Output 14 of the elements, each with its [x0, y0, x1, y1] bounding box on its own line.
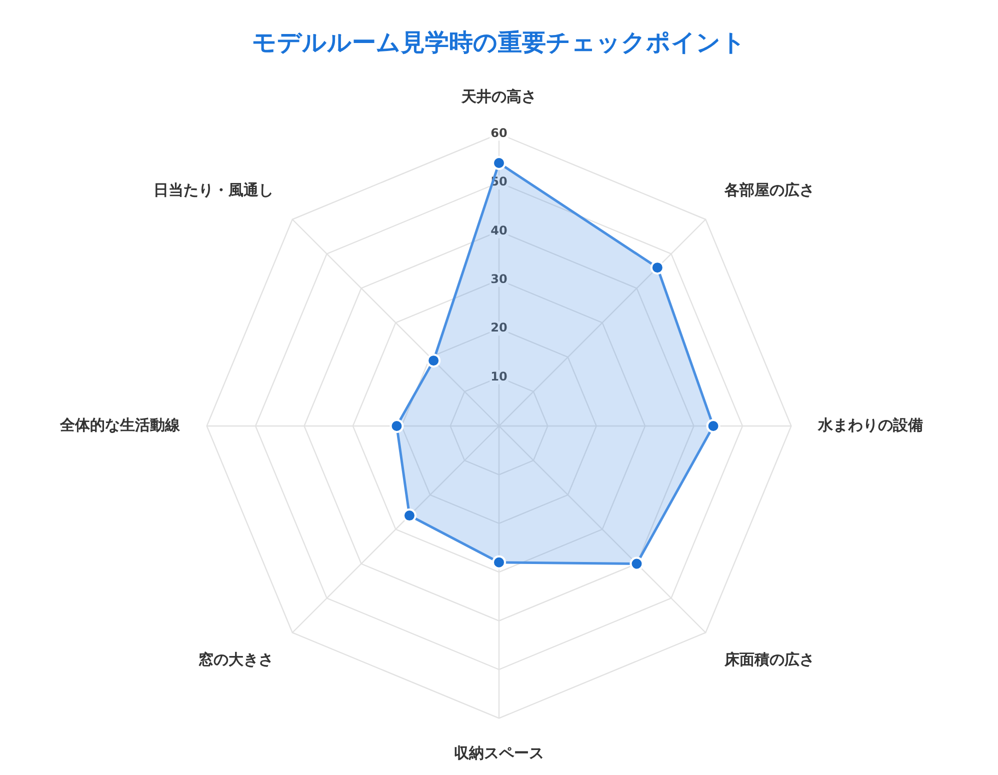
spoke-label: 収納スペース — [454, 744, 544, 762]
y-tick-label: 60 — [490, 126, 508, 140]
spoke-label: 日当たり・風通し — [153, 181, 274, 200]
spoke-label: 窓の大きさ — [198, 650, 274, 669]
chart-title: モデルルーム見学時の重要チェックポイント — [252, 28, 746, 57]
spoke-label: 全体的な生活動線 — [58, 416, 181, 434]
spoke-label: 各部屋の広さ — [724, 181, 815, 200]
spoke-label: 水まわりの設備 — [817, 416, 924, 434]
y-tick-label: 40 — [490, 223, 508, 238]
y-tick-label: 20 — [490, 320, 508, 335]
spoke-label: 床面積の広さ — [724, 650, 815, 669]
spoke-label: 天井の高さ — [460, 88, 536, 106]
y-tick-label: 10 — [490, 369, 508, 384]
y-tick-label: 30 — [490, 272, 508, 286]
